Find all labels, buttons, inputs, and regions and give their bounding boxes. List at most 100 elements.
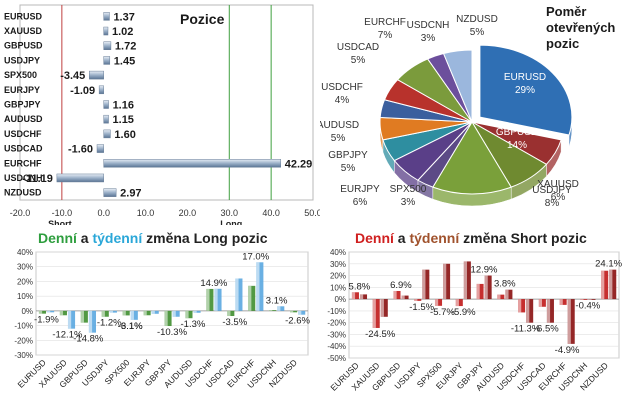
data-label: -0.4%	[575, 301, 600, 312]
short-change-chart: Denní a týdenní změna Short pozic 40% 30%…	[315, 228, 625, 403]
weekly-bar	[67, 310, 76, 329]
y-tick-label: 30%	[330, 260, 346, 269]
weekly-bar-highlight	[277, 306, 281, 311]
daily-bar	[580, 299, 588, 300]
value-label: 1.72	[115, 41, 136, 53]
data-label: 3.8%	[494, 279, 516, 290]
daily-bar	[185, 310, 193, 319]
y-tick-label: -20%	[327, 319, 346, 328]
daily-bar	[538, 299, 546, 307]
data-label: -5.9%	[451, 307, 476, 318]
pie-label-value: 14%	[507, 140, 527, 151]
weekly-bar	[109, 310, 117, 313]
pie-label-name: XAUUSD	[537, 179, 579, 190]
pie-label-name: AUDUSD	[320, 120, 359, 131]
data-label: -3.1%	[118, 321, 143, 332]
long-change-title: Denní a týdenní změna Long pozic	[38, 230, 267, 246]
value-label: 1.60	[114, 129, 135, 141]
value-label: 42.29	[285, 158, 313, 170]
daily-bar	[393, 290, 401, 300]
daily-bar-highlight	[122, 310, 126, 316]
pie-label-name: GBPUSD	[496, 127, 538, 138]
daily-bar-highlight	[59, 310, 64, 316]
x-tick-label: 0.0	[97, 208, 110, 218]
daily-bar-highlight	[290, 310, 294, 313]
daily-bar-highlight	[143, 310, 147, 316]
y-tick-label: 40%	[17, 248, 33, 257]
weekly-bar-highlight	[88, 310, 93, 333]
weekly-bar-highlight	[151, 310, 155, 314]
category-label: USDCAD	[4, 144, 43, 154]
x-tick-label: 50.0	[304, 208, 320, 218]
weekly-bar-highlight	[463, 261, 467, 300]
weekly-bar	[359, 294, 368, 300]
x-tick-label: 10.0	[137, 208, 155, 218]
data-label: -12.1%	[52, 330, 83, 341]
weekly-bar	[193, 310, 201, 313]
daily-bar-highlight	[227, 310, 231, 317]
title-part: Denní	[355, 230, 394, 246]
data-label: -4.9%	[555, 345, 580, 356]
weekly-bar-highlight	[235, 278, 239, 311]
weekly-bar-highlight	[422, 269, 426, 300]
weekly-bar	[88, 310, 97, 333]
pie-label-name: USDCHF	[321, 82, 363, 93]
daily-bar-highlight	[414, 299, 418, 301]
daily-bar-highlight	[248, 285, 252, 311]
pie-label-name: USDCNH	[407, 20, 450, 31]
daily-bar-highlight	[206, 288, 210, 311]
pie-label-value: 3%	[421, 33, 436, 44]
daily-bar-highlight	[580, 299, 584, 300]
daily-bar	[80, 310, 88, 323]
weekly-bar	[401, 295, 409, 300]
daily-bar	[518, 299, 526, 313]
pie-label-value: 6%	[353, 197, 368, 208]
weekly-bar	[172, 310, 180, 317]
weekly-bar-highlight	[130, 310, 134, 320]
weekly-bar-highlight	[214, 288, 218, 311]
title-part: změna Long pozic	[142, 230, 268, 246]
data-label: -3.5%	[222, 317, 247, 328]
value-label: -1.09	[70, 85, 95, 97]
chart-title: Pozice	[180, 11, 225, 27]
category-label: GBPJPY	[4, 100, 41, 110]
category-label: EURCHF	[4, 158, 42, 168]
category-label: EURUSD	[4, 11, 43, 21]
bar	[103, 159, 281, 168]
pie-label-name: EURUSD	[504, 72, 546, 83]
weekly-bar	[380, 299, 388, 317]
data-label: -11.3%	[511, 324, 541, 335]
daily-bar-highlight	[80, 310, 84, 323]
y-tick-label: 40%	[330, 248, 346, 257]
weekly-bar-highlight	[484, 275, 488, 300]
pie-label-value: 5%	[351, 55, 366, 66]
weekly-bar-highlight	[588, 299, 592, 300]
pie-label-value: 7%	[378, 30, 393, 41]
y-tick-label: 10%	[330, 283, 346, 292]
value-label: -1.60	[68, 144, 93, 156]
daily-bar	[497, 294, 505, 300]
pie-slice	[479, 44, 573, 136]
y-tick-label: -30%	[327, 330, 346, 339]
value-label: 1.15	[113, 114, 134, 126]
daily-bar-highlight	[538, 299, 543, 307]
weekly-bar	[484, 275, 492, 300]
pie-label-name: GBPJPY	[328, 150, 368, 161]
bar	[98, 85, 104, 95]
short-change-title: Denní a týdenní změna Short pozic	[355, 230, 587, 246]
ratio-pie-chart-svg: PoměrotevřenýchpozicEURUSD29%XAUUSD6%USD…	[320, 4, 615, 209]
daily-bar-highlight	[101, 310, 105, 317]
weekly-bar-highlight	[380, 299, 384, 317]
daily-bar-highlight	[185, 310, 189, 319]
pie-label-name: NZDUSD	[456, 14, 498, 25]
weekly-bar	[463, 261, 471, 300]
data-label: 6.9%	[390, 280, 412, 291]
bar	[103, 129, 111, 139]
daily-bar	[143, 310, 151, 316]
daily-bar	[559, 299, 567, 305]
data-label: -5.7%	[430, 307, 455, 318]
weekly-bar	[151, 310, 159, 314]
weekly-bar	[588, 299, 596, 300]
category-label: USDCNH	[4, 173, 43, 183]
weekly-bar-highlight	[109, 310, 114, 313]
